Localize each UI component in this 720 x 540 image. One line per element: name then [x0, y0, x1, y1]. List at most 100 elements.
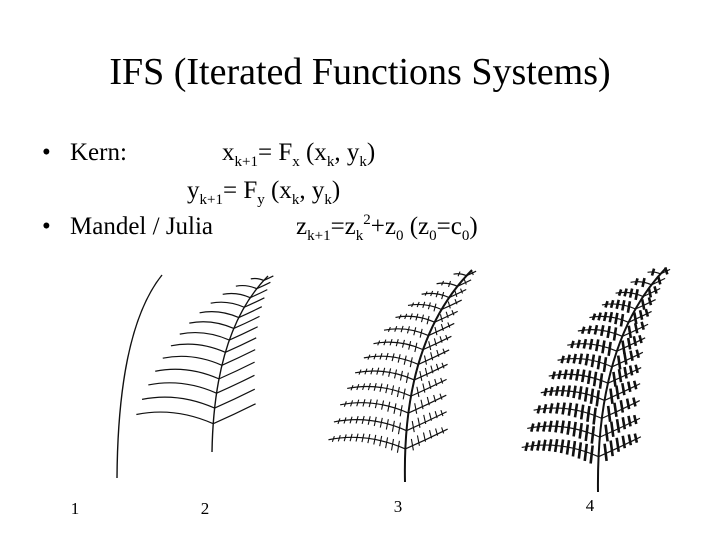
fern-leaflet — [403, 355, 407, 365]
fern-leaflet — [580, 326, 586, 335]
fern-leaflet — [607, 341, 612, 357]
fern-leaflet — [396, 440, 400, 453]
fern-leaflet — [349, 433, 353, 442]
fern-leaflet — [610, 421, 615, 437]
formula-part: 0 — [462, 228, 470, 244]
fern-leaflet — [621, 383, 626, 396]
fern-leaflet — [640, 321, 645, 331]
fern-leaflet — [621, 417, 627, 430]
fern-leaflet — [606, 325, 611, 339]
fern-leaflet — [594, 339, 600, 352]
fern-leaflet — [565, 439, 571, 455]
fern-leaflet — [411, 420, 415, 433]
fern-leaflet — [572, 385, 577, 399]
fern-leaflet — [358, 369, 362, 375]
fern-branch — [179, 332, 230, 341]
fern-leaflet — [367, 354, 371, 360]
fern-leaflet — [367, 416, 371, 425]
fern-leaflet — [560, 385, 566, 397]
fern-leaflet — [582, 338, 588, 349]
fern-leaflet — [433, 338, 437, 347]
fern-leaflet — [387, 401, 391, 412]
fern-leaflet — [379, 417, 383, 428]
fern-leaflet — [420, 314, 425, 323]
fern-leaflet — [367, 382, 371, 391]
fern-leaflet — [435, 290, 439, 298]
fern-leaflet — [626, 381, 632, 393]
fern-branch — [136, 411, 214, 425]
fern-branch — [354, 370, 415, 381]
fern-leaflet — [331, 435, 335, 442]
fern-leaflet — [424, 291, 428, 296]
fern-leaflet — [551, 371, 556, 380]
fern-leaflet — [397, 354, 401, 363]
fern-leaflet — [604, 424, 609, 442]
fern-leaflet — [571, 440, 577, 457]
formula-part: (x — [300, 139, 328, 166]
formula-part: ) — [367, 139, 375, 166]
fern-leaflet — [557, 370, 562, 380]
fern-leaflet — [632, 397, 637, 407]
fern-leaflet — [653, 286, 658, 294]
fern-leaflet — [414, 342, 418, 353]
fern-leaflet — [440, 323, 444, 331]
fern-leaflet — [596, 355, 602, 370]
formula-part: 2 — [363, 212, 371, 228]
formula-part: k — [292, 192, 300, 208]
fern-branch — [162, 355, 223, 366]
fern-branch — [214, 388, 256, 409]
fern-leaflet — [650, 268, 656, 276]
fern-leaflet — [343, 417, 347, 424]
fern-branch — [363, 355, 419, 365]
fern-leaflet — [634, 364, 639, 374]
fern-figures — [116, 267, 671, 493]
fern-leaflet — [379, 352, 383, 360]
fern-branch — [453, 273, 467, 277]
fern-leaflet — [644, 308, 650, 317]
fern-leaflet — [441, 362, 445, 369]
fern-branch — [615, 291, 644, 298]
formula-part: x — [222, 139, 235, 166]
fern-branch — [210, 301, 245, 308]
fern-leaflet — [613, 402, 618, 418]
fern-leaflet — [400, 325, 404, 333]
fern-branch — [607, 367, 642, 384]
fern-leaflet — [440, 377, 444, 384]
fern-leaflet — [578, 386, 583, 400]
fern-leaflet — [370, 367, 374, 375]
fern-leaflet — [572, 353, 577, 364]
fern-leaflet — [395, 339, 399, 347]
bullet-label: Kern: — [70, 139, 127, 166]
fern-leaflet — [615, 385, 620, 400]
fern-leaflet — [435, 428, 439, 436]
fern-leaflet — [578, 422, 583, 439]
formula-part: k — [327, 154, 335, 170]
fern-leaflet — [623, 366, 628, 379]
fern-leaflet — [356, 384, 360, 391]
fern-leaflet — [612, 371, 617, 387]
fern-leaflet — [404, 313, 408, 320]
fern-leaflet — [638, 334, 643, 344]
fern-leaflet — [623, 352, 628, 365]
fern-branch — [407, 303, 442, 311]
fern-leaflet — [626, 300, 632, 313]
fern-branch — [250, 289, 268, 299]
fern-leaflet — [396, 386, 400, 398]
formula-part: y — [257, 192, 265, 208]
fern-stem — [211, 275, 269, 453]
fern-leaflet — [388, 368, 392, 377]
formula-part: , y — [334, 139, 360, 166]
fern-leaflet — [589, 388, 595, 404]
fern-branch — [414, 363, 448, 381]
fern-leaflet — [409, 313, 413, 320]
fern-leaflet — [570, 340, 575, 349]
fern-leaflet — [416, 435, 420, 446]
fern-leaflet — [569, 368, 574, 380]
fern-leaflet — [394, 326, 398, 332]
fern-leaflet — [598, 373, 604, 389]
fern-leaflet — [580, 369, 586, 383]
fern-leaflet — [619, 313, 625, 327]
fern-leaflet — [399, 405, 403, 417]
fern-leaflet — [615, 299, 620, 310]
fern-leaflet — [578, 353, 584, 365]
